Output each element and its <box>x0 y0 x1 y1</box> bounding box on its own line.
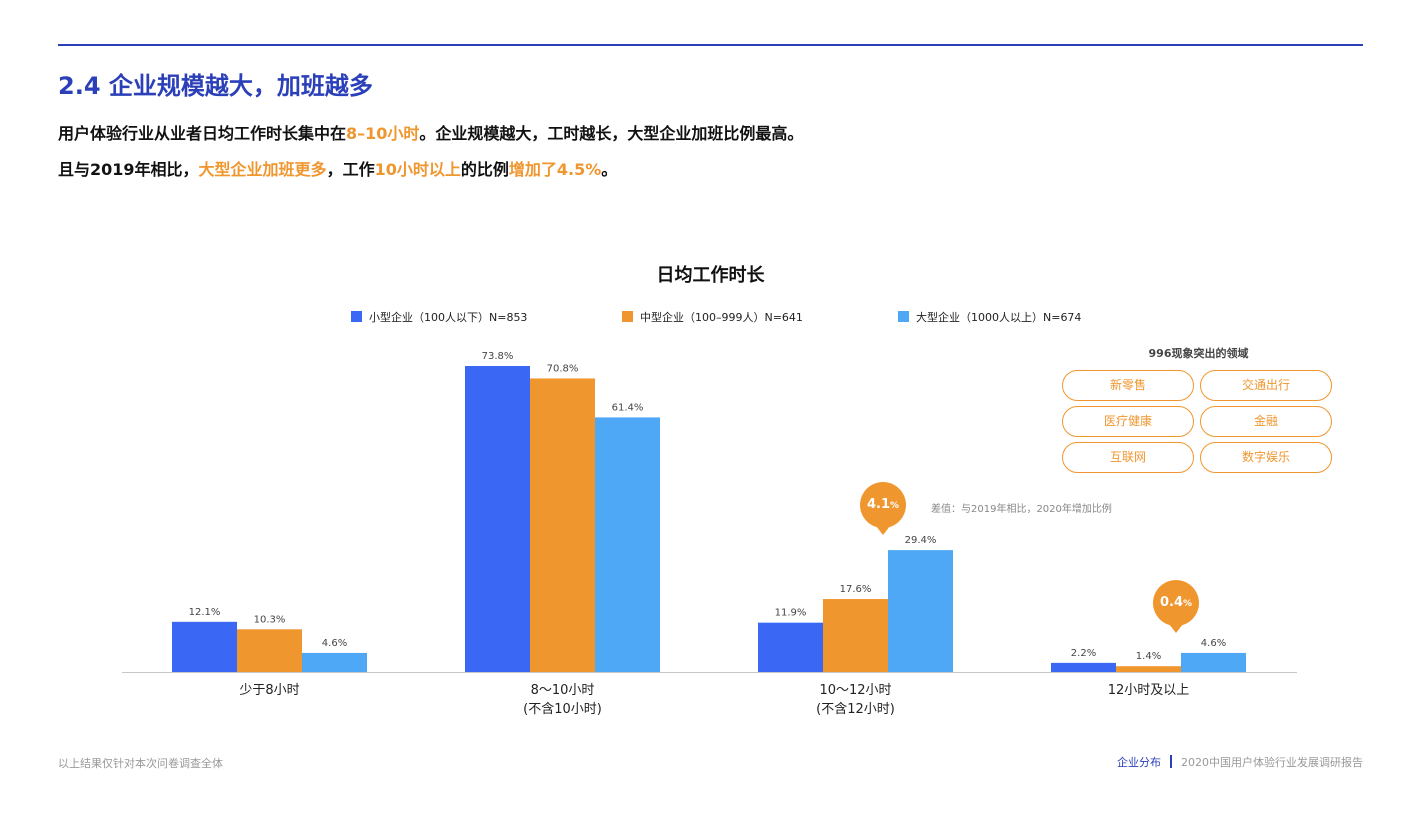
data-label: 10.3% <box>254 614 286 625</box>
top-rule <box>58 44 1363 46</box>
data-label: 11.9% <box>775 608 807 619</box>
highlight-10h: 10小时以上 <box>374 160 461 179</box>
tag-transport: 交通出行 <box>1200 370 1332 401</box>
tag-internet: 互联网 <box>1062 442 1194 473</box>
data-label: 73.8% <box>482 351 514 362</box>
bar <box>1051 662 1116 672</box>
legend-small: 小型企业（100人以下）N=853 <box>351 309 527 325</box>
bar <box>1116 666 1181 672</box>
summary-line-2: 且与2019年相比，大型企业加班更多，工作10小时以上的比例增加了4.5%。 <box>58 160 618 179</box>
footer-section: 企业分布 <box>1117 756 1161 769</box>
footer-divider <box>1170 755 1172 768</box>
legend-medium: 中型企业（100–999人）N=641 <box>622 309 803 325</box>
bar <box>530 378 595 672</box>
legend-swatch-large <box>898 311 909 322</box>
bar <box>888 550 953 672</box>
tag-digital-entertainment: 数字娱乐 <box>1200 442 1332 473</box>
highlight-increase: 增加了4.5% <box>508 160 602 179</box>
x-tick-label-sub: (不含10小时) <box>523 701 602 717</box>
diff-note: 差值：与2019年相比，2020年增加比例 <box>931 504 1112 515</box>
bar <box>237 629 302 672</box>
footer-report: 企业分布 2020中国用户体验行业发展调研报告 <box>1117 754 1363 770</box>
diff-bubble-10-12h: 4.1% ⬆ <box>860 482 906 559</box>
bar <box>465 366 530 672</box>
data-label: 2.2% <box>1071 648 1096 659</box>
highlight-large-overtime: 大型企业加班更多 <box>198 160 327 179</box>
tag-finance: 金融 <box>1200 406 1332 437</box>
data-label: 1.4% <box>1136 651 1161 662</box>
bar <box>758 622 823 672</box>
legend-swatch-medium <box>622 311 633 322</box>
x-tick-label-sub: (不含12小时) <box>816 701 895 717</box>
panel-title: 996现象突出的领域 <box>1148 347 1249 360</box>
bar <box>172 621 237 672</box>
footer-report-title: 2020中国用户体验行业发展调研报告 <box>1181 756 1363 769</box>
data-label: 4.6% <box>322 638 347 649</box>
bar <box>595 417 660 672</box>
summary-line-1: 用户体验行业从业者日均工作时长集中在8–10小时。企业规模越大，工时越长，大型企… <box>58 124 804 143</box>
diff-bubble-12h-plus: 0.4% ⬆ <box>1153 580 1199 657</box>
legend-large: 大型企业（1000人以上）N=674 <box>898 309 1081 325</box>
data-label: 29.4% <box>905 535 937 546</box>
bar <box>823 599 888 672</box>
bar <box>302 652 367 672</box>
arrow-up-icon: ⬆ <box>1170 642 1182 657</box>
x-tick-label: 少于8小时 <box>239 683 299 698</box>
section-title: 2.4 企业规模越大，加班越多 <box>58 72 373 100</box>
data-label: 12.1% <box>189 607 221 618</box>
footer-note: 以上结果仅针对本次问卷调查全体 <box>58 757 223 770</box>
data-label: 17.6% <box>840 584 872 595</box>
x-tick-label: 10～12小时 <box>819 683 891 698</box>
legend-swatch-small <box>351 311 362 322</box>
data-label: 61.4% <box>612 402 644 413</box>
data-label: 70.8% <box>547 363 579 374</box>
bar <box>1181 652 1246 672</box>
arrow-up-icon: ⬆ <box>877 544 889 559</box>
tag-new-retail: 新零售 <box>1062 370 1194 401</box>
x-tick-label: 8～10小时 <box>531 683 595 698</box>
tag-healthcare: 医疗健康 <box>1062 406 1194 437</box>
highlight-hours: 8–10小时 <box>346 124 420 143</box>
x-tick-label: 12小时及以上 <box>1108 683 1190 698</box>
data-label: 4.6% <box>1201 638 1226 649</box>
chart-title: 日均工作时长 <box>656 265 765 286</box>
